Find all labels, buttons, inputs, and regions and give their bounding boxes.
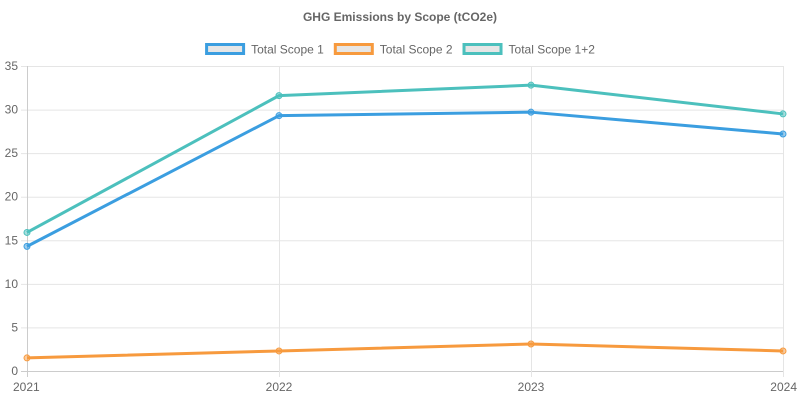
data-point[interactable] (23, 354, 31, 362)
y-tick-label: 0 (11, 364, 18, 378)
x-tick-label: 2024 (770, 380, 797, 394)
data-point[interactable] (275, 92, 283, 100)
series-total-scope-2 (23, 340, 787, 362)
x-tick-label: 2023 (518, 380, 545, 394)
legend-label: Total Scope 1 (251, 43, 324, 57)
y-tick-label: 20 (5, 190, 19, 204)
y-tick-label: 35 (5, 59, 19, 73)
data-point[interactable] (779, 347, 787, 355)
y-tick-label: 5 (11, 320, 18, 334)
data-point[interactable] (527, 108, 535, 116)
y-tick-label: 15 (5, 233, 19, 247)
data-point[interactable] (527, 340, 535, 348)
legend-swatch (462, 43, 503, 55)
series-lines (23, 81, 787, 362)
y-tick-label: 25 (5, 146, 19, 160)
series-line (26, 83, 784, 234)
data-point[interactable] (779, 110, 787, 118)
legend-swatch (205, 43, 246, 55)
y-axis: 0 5 10 15 20 25 30 35 (5, 59, 19, 378)
gridlines (21, 66, 784, 377)
x-axis: 2021 2022 2023 2024 (13, 380, 797, 394)
chart-title: GHG Emissions by Scope (tCO2e) (303, 10, 497, 24)
series-line (26, 342, 784, 360)
legend-item[interactable]: Total Scope 1 (205, 43, 325, 57)
data-point[interactable] (23, 228, 31, 236)
data-point[interactable] (23, 242, 31, 250)
legend-item[interactable]: Total Scope 2 (333, 43, 453, 57)
data-point[interactable] (779, 130, 787, 138)
x-tick-label: 2021 (13, 380, 40, 394)
x-tick-label: 2022 (266, 380, 293, 394)
legend: Total Scope 1 Total Scope 2 Total Scope 1+… (205, 43, 596, 57)
y-tick-label: 10 (5, 277, 19, 291)
legend-item[interactable]: Total Scope 1+2 (462, 43, 596, 57)
series-total-scope-1 (23, 108, 787, 250)
data-point[interactable] (275, 347, 283, 355)
data-point[interactable] (527, 81, 535, 89)
series-total-scope-1-2 (23, 81, 787, 236)
legend-label: Total Scope 1+2 (509, 43, 596, 57)
legend-label: Total Scope 2 (380, 43, 453, 57)
legend-swatch (333, 43, 374, 55)
y-tick-label: 30 (5, 103, 19, 117)
data-point[interactable] (275, 112, 283, 120)
series-line (26, 110, 784, 248)
